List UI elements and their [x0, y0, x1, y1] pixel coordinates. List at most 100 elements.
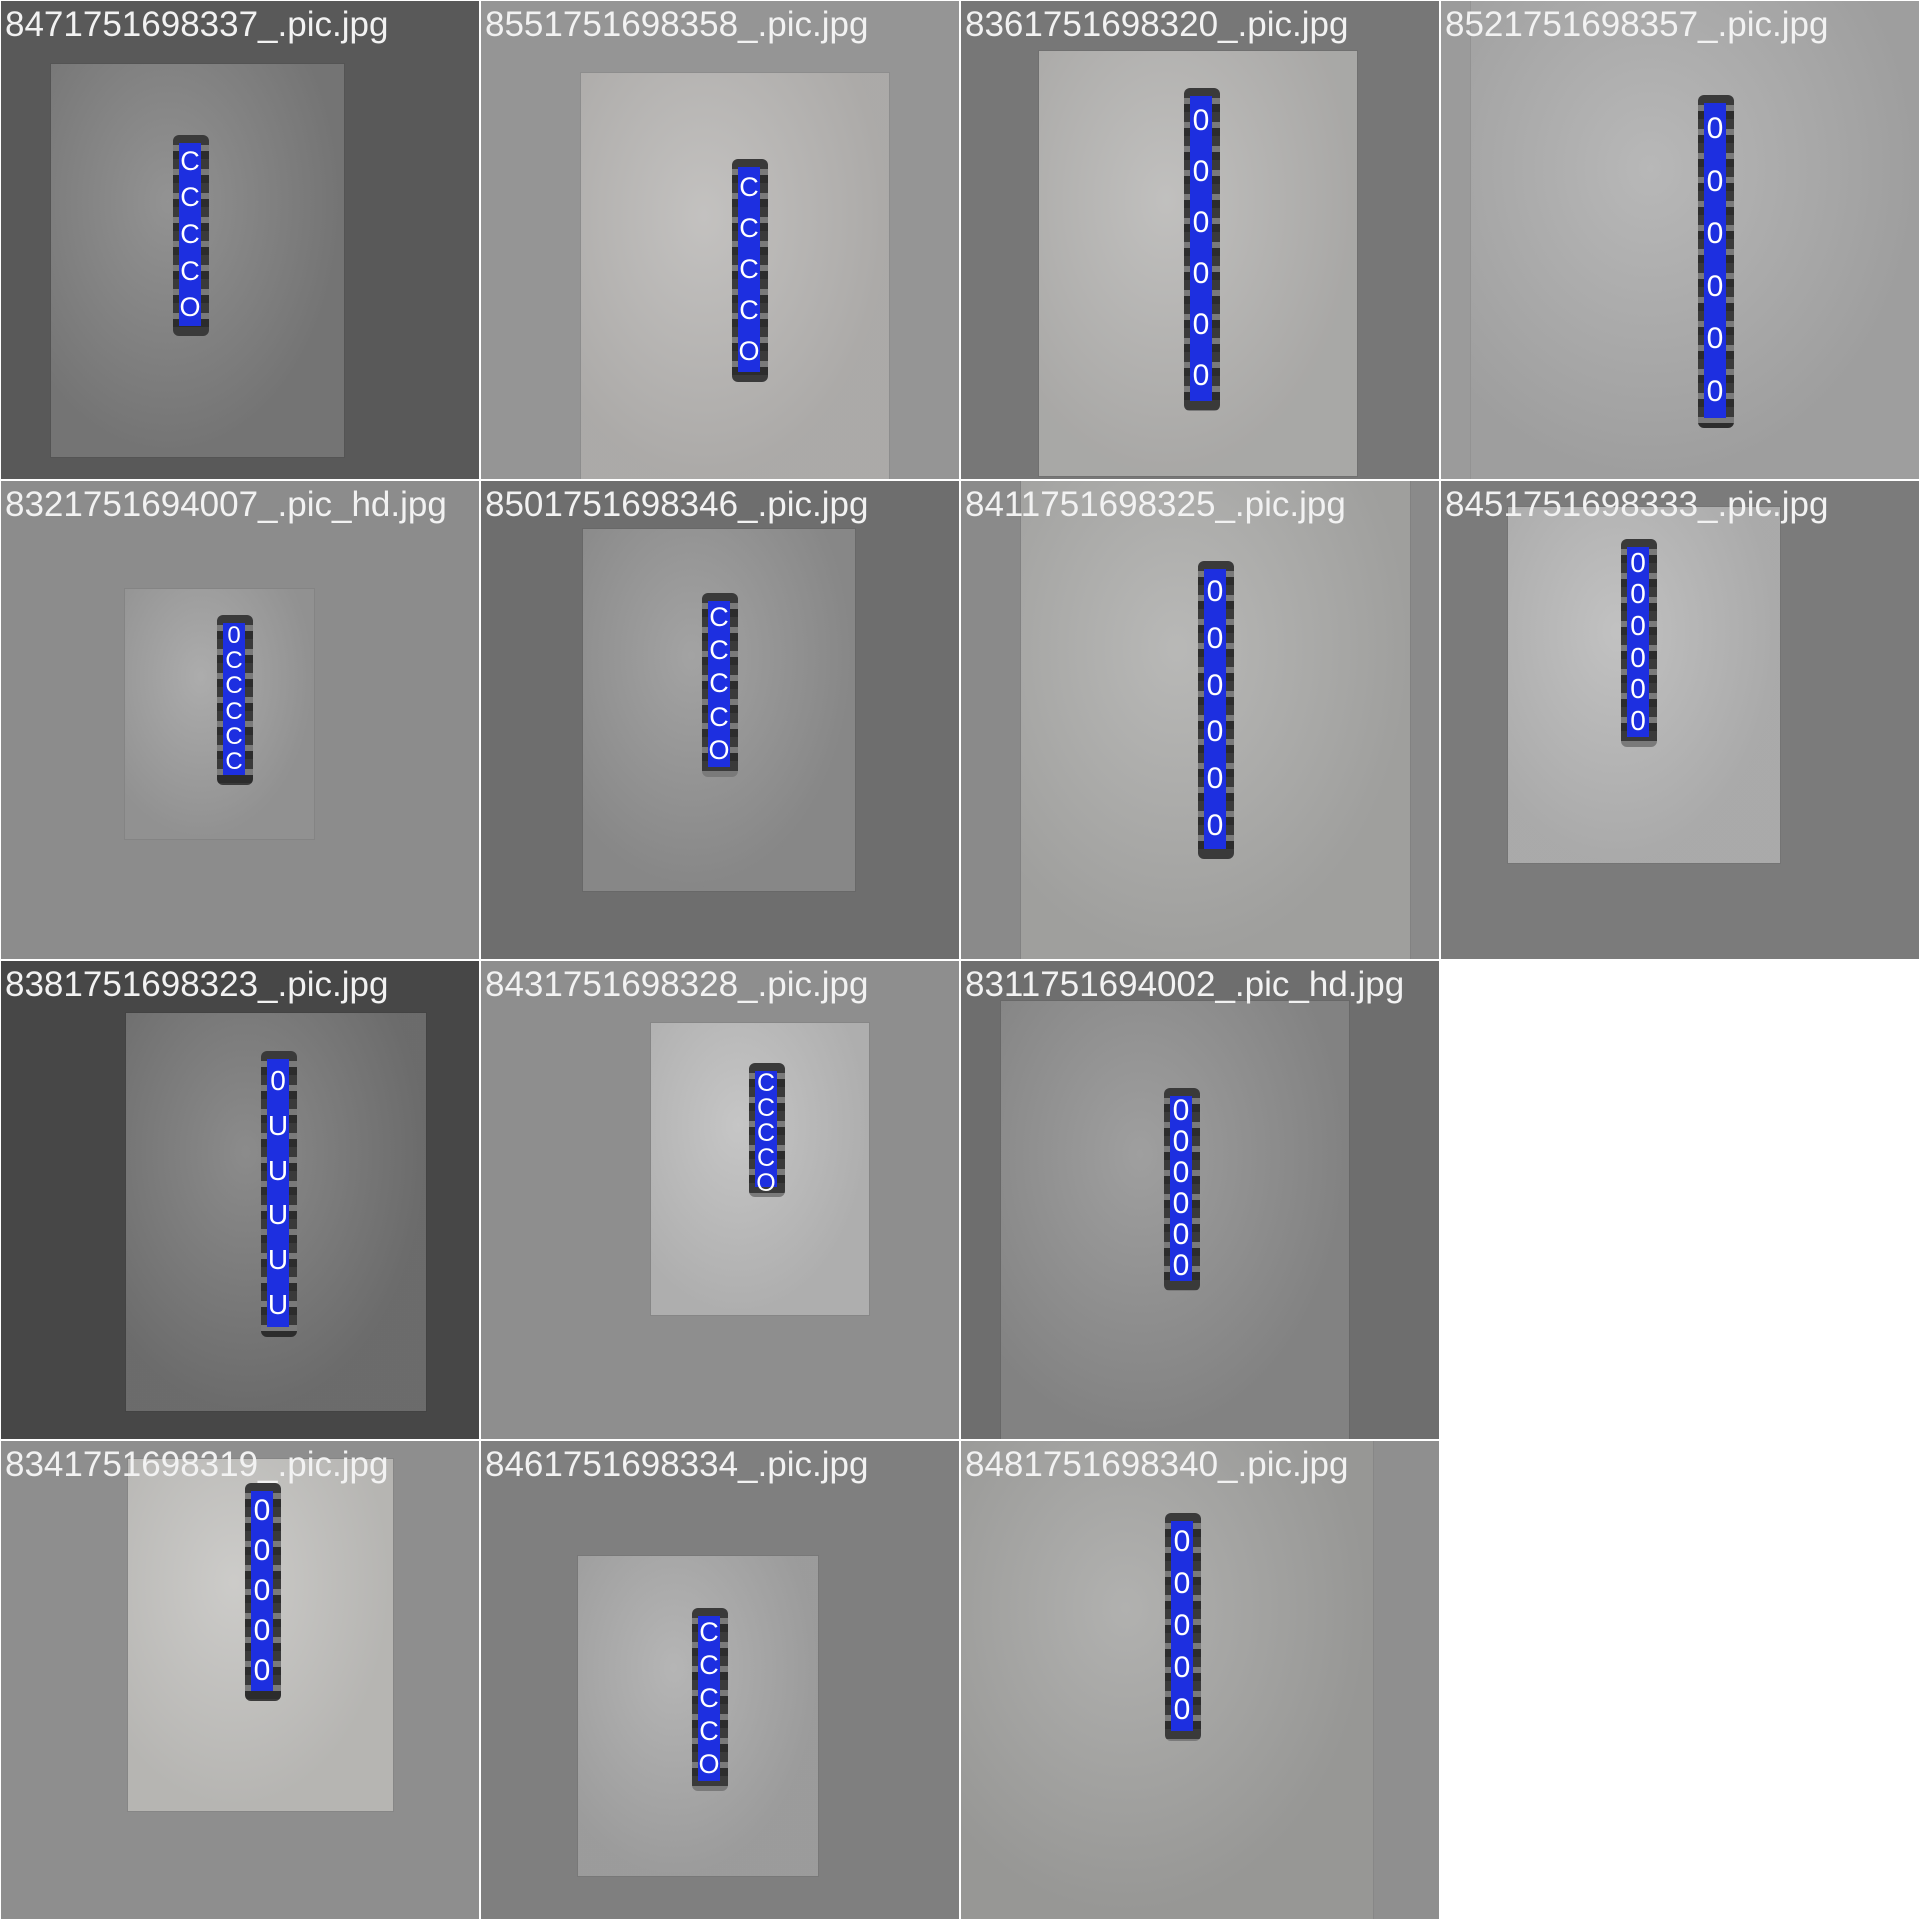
detection-label: C	[180, 182, 200, 213]
image-filename: 8321751694007_.pic_hd.jpg	[5, 485, 447, 524]
detection-label: C	[709, 701, 729, 732]
detection-label: C	[709, 635, 729, 666]
detection-label: 0	[1192, 307, 1210, 341]
detection-label: 0	[1706, 269, 1724, 303]
detection-label: 0	[1172, 1186, 1190, 1220]
detection-label: 0	[253, 1574, 271, 1607]
detection-label: C	[756, 1094, 776, 1122]
image-filename: 8521751698357_.pic.jpg	[1445, 5, 1829, 44]
detection-label: O	[708, 734, 730, 765]
detection-label: 0	[1173, 1651, 1191, 1684]
image-filename: 8481751698340_.pic.jpg	[965, 1445, 1349, 1484]
detection-labels: 0 0 0 0 0	[1171, 1521, 1193, 1731]
detection-label: C	[225, 722, 243, 750]
detection-label: U	[267, 1154, 289, 1186]
detection-label: 0	[1206, 715, 1224, 749]
detection-label: 0	[1706, 322, 1724, 356]
detection-label: 0	[1172, 1094, 1190, 1128]
detection-label: 0	[1192, 256, 1210, 290]
detection-label: C	[180, 145, 200, 176]
image-tile[interactable]: C C C C O 8551751698358_.pic.jpg	[481, 1, 959, 479]
detection-label: C	[756, 1069, 776, 1097]
detection-label: 0	[253, 1534, 271, 1567]
detection-label: C	[225, 697, 243, 725]
image-tile[interactable]: 0 C C C C C 8321751694007_.pic_hd.jpg	[1, 481, 479, 959]
detection-label: 0	[1173, 1609, 1191, 1642]
detection-label: C	[739, 172, 759, 202]
detection-label: 0	[1630, 578, 1646, 610]
detection-label: 0	[1206, 575, 1224, 609]
detection-label: 0	[1206, 621, 1224, 655]
image-tile[interactable]: C C C C O 8471751698337_.pic.jpg	[1, 1, 479, 479]
detection-label: C	[225, 646, 243, 674]
image-tile[interactable]: C C C C O 8461751698334_.pic.jpg	[481, 1441, 959, 1919]
image-filename: 8451751698333_.pic.jpg	[1445, 485, 1829, 524]
detection-label: 0	[1172, 1248, 1190, 1282]
detection-label: C	[709, 668, 729, 699]
image-tile[interactable]: 0 0 0 0 0 0 8521751698357_.pic.jpg	[1441, 1, 1919, 479]
image-tile[interactable]: 0 0 0 0 0 0 8361751698320_.pic.jpg	[961, 1, 1439, 479]
image-filename: 8471751698337_.pic.jpg	[5, 5, 389, 44]
detection-label: C	[699, 1617, 719, 1647]
tile-photo	[1001, 1001, 1349, 1439]
detection-label: C	[225, 748, 243, 776]
detection-label: 0	[270, 1065, 286, 1097]
detection-label: O	[698, 1749, 720, 1779]
image-tile[interactable]: C C C C O 8501751698346_.pic.jpg	[481, 481, 959, 959]
detection-label: 0	[1173, 1525, 1191, 1558]
detection-label: 0	[1706, 374, 1724, 408]
image-filename: 8381751698323_.pic.jpg	[5, 965, 389, 1004]
detection-label: 0	[1173, 1693, 1191, 1726]
detection-label: 0	[1630, 705, 1646, 737]
detection-label: C	[739, 254, 759, 284]
detection-labels: 0 0 0 0 0	[251, 1491, 273, 1691]
detection-label: C	[756, 1144, 776, 1172]
image-filename: 8311751694002_.pic_hd.jpg	[965, 965, 1405, 1004]
image-filename: 8501751698346_.pic.jpg	[485, 485, 869, 524]
image-filename: 8551751698358_.pic.jpg	[485, 5, 869, 44]
detection-label: U	[267, 1288, 289, 1320]
image-tile[interactable]: 0 0 0 0 0 0 8411751698325_.pic.jpg	[961, 481, 1439, 959]
detection-label: 0	[227, 621, 241, 649]
image-filename: 8461751698334_.pic.jpg	[485, 1445, 869, 1484]
detection-label: C	[180, 218, 200, 249]
detection-label: 0	[1706, 164, 1724, 198]
tile-photo	[1471, 1, 1919, 479]
image-filename: 8411751698325_.pic.jpg	[965, 485, 1346, 524]
detection-label: C	[699, 1683, 719, 1713]
detection-label: 0	[1206, 808, 1224, 842]
detection-label: 0	[1192, 155, 1210, 189]
tile-photo	[583, 529, 855, 891]
image-tile[interactable]: 0 0 0 0 0 0 8451751698333_.pic.jpg	[1441, 481, 1919, 959]
detection-label: 0	[1206, 668, 1224, 702]
detection-label: 0	[1192, 358, 1210, 392]
detection-label: 0	[1172, 1217, 1190, 1251]
detection-label: O	[756, 1169, 776, 1197]
detection-label: 0	[1630, 641, 1646, 673]
detection-label: C	[699, 1650, 719, 1680]
detection-label: 0	[1172, 1156, 1190, 1190]
image-tile[interactable]: C C C C O 8431751698328_.pic.jpg	[481, 961, 959, 1439]
image-filename: 8431751698328_.pic.jpg	[485, 965, 869, 1004]
detection-label: U	[267, 1199, 289, 1231]
detection-label: 0	[1706, 112, 1724, 146]
image-tile[interactable]: 0 0 0 0 0 0 8311751694002_.pic_hd.jpg	[961, 961, 1439, 1439]
image-filename: 8361751698320_.pic.jpg	[965, 5, 1349, 44]
detection-label: 0	[1630, 610, 1646, 642]
image-tile[interactable]: 0 U U U U U 8381751698323_.pic.jpg	[1, 961, 479, 1439]
detection-label: 0	[253, 1654, 271, 1687]
detection-label: 0	[253, 1494, 271, 1527]
image-tile[interactable]: 0 0 0 0 0 8481751698340_.pic.jpg	[961, 1441, 1439, 1919]
image-tile[interactable]: 0 0 0 0 0 8341751698319_.pic.jpg	[1, 1441, 479, 1919]
